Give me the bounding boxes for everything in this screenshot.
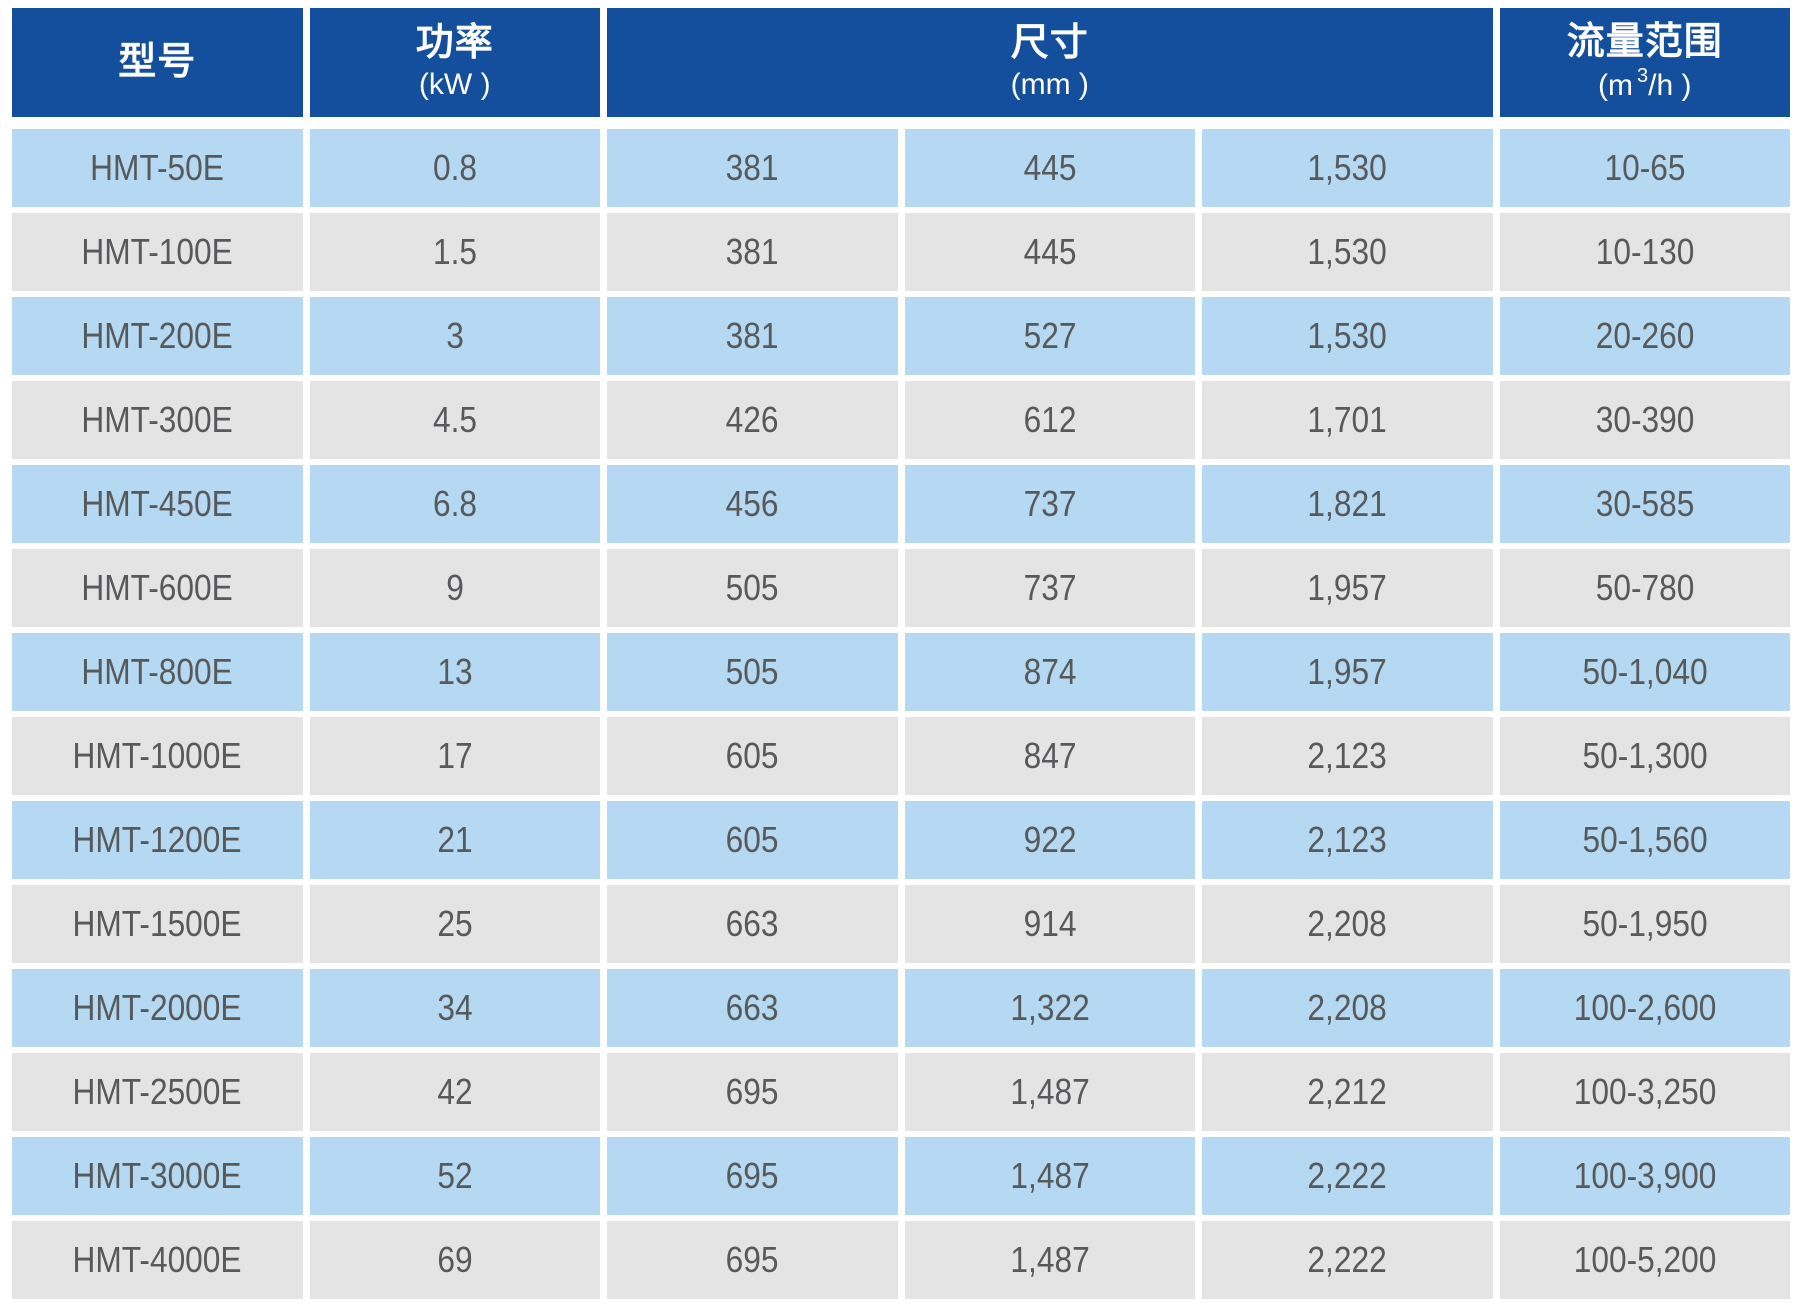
cell-model: HMT-4000E [12, 1221, 303, 1299]
header-model: 型号 [12, 8, 303, 117]
cell-dim2: 1,487 [904, 1053, 1195, 1131]
table-body: HMT-50E 0.8 381 445 1,530 10-65 HMT-100E… [12, 129, 1790, 1299]
cell-model: HMT-300E [12, 381, 303, 459]
cell-dim2: 527 [904, 297, 1195, 375]
cell-power: 1.5 [309, 213, 600, 291]
header-flow-range-label: 流量范围 [1566, 21, 1723, 64]
cell-dim2: 737 [904, 465, 1195, 543]
cell-model: HMT-1200E [12, 801, 303, 879]
cell-model: HMT-600E [12, 549, 303, 627]
cell-dim1: 426 [607, 381, 898, 459]
cell-dim1: 381 [607, 129, 898, 207]
cell-dim2: 612 [904, 381, 1195, 459]
cubed-superscript: 3 [1637, 65, 1649, 88]
table-header-row: 型号 功率 (kW ) 尺寸 (mm ) 流量范围 (m 3/h ) [12, 8, 1790, 117]
header-dimensions-unit: (mm ) [1010, 68, 1089, 102]
cell-model: HMT-200E [12, 297, 303, 375]
cell-flow: 50-780 [1499, 549, 1790, 627]
cell-dim3: 2,123 [1202, 717, 1493, 795]
cell-dim1: 605 [607, 717, 898, 795]
cell-power: 21 [309, 801, 600, 879]
cell-power: 9 [309, 549, 600, 627]
cell-power: 17 [309, 717, 600, 795]
cell-power: 4.5 [309, 381, 600, 459]
cell-dim3: 1,701 [1202, 381, 1493, 459]
cell-power: 3 [309, 297, 600, 375]
cell-dim1: 605 [607, 801, 898, 879]
cell-model: HMT-800E [12, 633, 303, 711]
cell-dim3: 1,821 [1202, 465, 1493, 543]
cell-dim1: 663 [607, 885, 898, 963]
header-dimensions-label: 尺寸 [1010, 22, 1089, 65]
cell-model: HMT-100E [12, 213, 303, 291]
cell-dim3: 1,530 [1202, 297, 1493, 375]
cell-dim1: 663 [607, 969, 898, 1047]
cell-flow: 100-2,600 [1499, 969, 1790, 1047]
cell-model: HMT-2000E [12, 969, 303, 1047]
cell-flow: 50-1,300 [1499, 717, 1790, 795]
cell-model: HMT-50E [12, 129, 303, 207]
header-dimensions: 尺寸 (mm ) [607, 8, 1493, 117]
cell-dim2: 1,487 [904, 1221, 1195, 1299]
cell-flow: 50-1,560 [1499, 801, 1790, 879]
cell-dim1: 695 [607, 1137, 898, 1215]
cell-flow: 20-260 [1499, 297, 1790, 375]
cell-power: 6.8 [309, 465, 600, 543]
cell-model: HMT-450E [12, 465, 303, 543]
cell-dim3: 1,957 [1202, 549, 1493, 627]
cell-flow: 30-390 [1499, 381, 1790, 459]
header-power-unit: (kW ) [418, 68, 491, 102]
cell-flow: 100-5,200 [1499, 1221, 1790, 1299]
cell-dim3: 2,208 [1202, 885, 1493, 963]
cell-dim3: 1,530 [1202, 213, 1493, 291]
cell-dim2: 445 [904, 129, 1195, 207]
cell-dim2: 847 [904, 717, 1195, 795]
cell-dim1: 381 [607, 213, 898, 291]
cell-dim1: 381 [607, 297, 898, 375]
cell-dim3: 2,222 [1202, 1221, 1493, 1299]
cell-power: 42 [309, 1053, 600, 1131]
cell-flow: 50-1,040 [1499, 633, 1790, 711]
cell-flow: 30-585 [1499, 465, 1790, 543]
cell-dim1: 695 [607, 1221, 898, 1299]
cell-power: 34 [309, 969, 600, 1047]
header-flow-range-unit: (m 3/h ) [1598, 65, 1692, 103]
cell-dim2: 922 [904, 801, 1195, 879]
cell-dim3: 2,208 [1202, 969, 1493, 1047]
cell-dim2: 445 [904, 213, 1195, 291]
header-power: 功率 (kW ) [309, 8, 600, 117]
header-model-label: 型号 [118, 40, 197, 83]
cell-power: 0.8 [309, 129, 600, 207]
cell-dim3: 1,957 [1202, 633, 1493, 711]
cell-dim1: 695 [607, 1053, 898, 1131]
cell-dim2: 1,487 [904, 1137, 1195, 1215]
cell-flow: 10-130 [1499, 213, 1790, 291]
cell-model: HMT-1000E [12, 717, 303, 795]
cell-dim3: 2,212 [1202, 1053, 1493, 1131]
cell-dim1: 456 [607, 465, 898, 543]
cell-model: HMT-1500E [12, 885, 303, 963]
cell-flow: 10-65 [1499, 129, 1790, 207]
cell-power: 13 [309, 633, 600, 711]
header-flow-range: 流量范围 (m 3/h ) [1499, 8, 1790, 117]
cell-flow: 100-3,250 [1499, 1053, 1790, 1131]
cell-model: HMT-3000E [12, 1137, 303, 1215]
cell-dim2: 874 [904, 633, 1195, 711]
cell-dim3: 2,123 [1202, 801, 1493, 879]
cell-flow: 100-3,900 [1499, 1137, 1790, 1215]
cell-dim2: 1,322 [904, 969, 1195, 1047]
cell-dim1: 505 [607, 549, 898, 627]
cell-dim1: 505 [607, 633, 898, 711]
header-power-label: 功率 [415, 22, 494, 65]
cell-power: 69 [309, 1221, 600, 1299]
cell-power: 25 [309, 885, 600, 963]
cell-flow: 50-1,950 [1499, 885, 1790, 963]
cell-power: 52 [309, 1137, 600, 1215]
cell-dim3: 1,530 [1202, 129, 1493, 207]
cell-dim2: 737 [904, 549, 1195, 627]
cell-model: HMT-2500E [12, 1053, 303, 1131]
cell-dim3: 2,222 [1202, 1137, 1493, 1215]
cell-dim2: 914 [904, 885, 1195, 963]
